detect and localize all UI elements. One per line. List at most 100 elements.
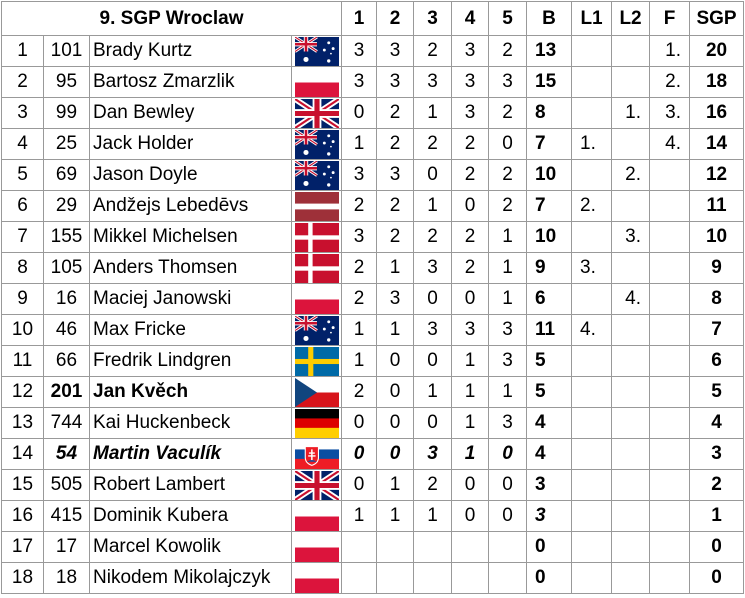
heat-3: 3	[413, 438, 453, 470]
rider-number: 201	[43, 376, 90, 408]
heat-5: 2	[488, 190, 528, 222]
l2	[611, 128, 651, 160]
l2	[611, 376, 651, 408]
bonus: 7	[526, 128, 573, 160]
heat-3: 3	[413, 66, 453, 98]
flag-icon	[294, 284, 339, 314]
heat-1: 3	[341, 66, 378, 98]
heat-4: 2	[451, 128, 490, 160]
flag-cell	[290, 562, 343, 594]
flag-cell	[290, 190, 343, 222]
final: 4.	[649, 128, 691, 160]
rider-row: 15 505 Robert Lambert 0 1 2 0 0 3 2	[1, 469, 745, 501]
sgp-points: 18	[689, 66, 745, 98]
l2	[611, 469, 651, 501]
l1	[571, 221, 613, 253]
bonus: 15	[526, 66, 573, 98]
heat-2: 0	[376, 376, 415, 408]
heat-5: 3	[488, 345, 528, 377]
heat-1: 2	[341, 190, 378, 222]
heat-5: 1	[488, 252, 528, 284]
bonus: 3	[526, 500, 573, 532]
rider-row: 10 46 Max Fricke 1 1 3 3 3 11 4. 7	[1, 314, 745, 346]
heat-4: 2	[451, 252, 490, 284]
final	[649, 376, 691, 408]
rider-name: Martin Vaculík	[89, 438, 292, 470]
final	[649, 314, 691, 346]
heat-1: 1	[341, 128, 378, 160]
heat-4: 2	[451, 159, 490, 191]
flag-cell	[290, 252, 343, 284]
rider-row: 3 99 Dan Bewley 0 2 1 3 2 8 1. 3. 16	[1, 97, 745, 129]
l2	[611, 35, 651, 67]
flag-cell	[290, 66, 343, 98]
heat-3: 2	[413, 221, 453, 253]
heat-1: 2	[341, 283, 378, 315]
l1: 1.	[571, 128, 613, 160]
heat-1: 2	[341, 376, 378, 408]
rank: 16	[1, 500, 44, 532]
bonus: 0	[526, 562, 573, 594]
sgp-points: 10	[689, 221, 745, 253]
bonus: 5	[526, 376, 573, 408]
rider-row: 18 18 Nikodem Mikolajczyk 0 0	[1, 562, 745, 594]
rider-number: 25	[43, 128, 90, 160]
flag-cell	[290, 97, 343, 129]
rider-row: 17 17 Marcel Kowolik 0 0	[1, 531, 745, 563]
l2	[611, 531, 651, 563]
heat-4: 1	[451, 376, 490, 408]
sgp-points: 4	[689, 407, 745, 439]
rider-number: 105	[43, 252, 90, 284]
sgp-points: 1	[689, 500, 745, 532]
heat-2: 3	[376, 35, 415, 67]
rider-row: 12 201 Jan Kvěch 2 0 1 1 1 5 5	[1, 376, 745, 408]
rank: 4	[1, 128, 44, 160]
final	[649, 500, 691, 532]
final	[649, 469, 691, 501]
rider-row: 7 155 Mikkel Michelsen 3 2 2 2 1 10 3. 10	[1, 221, 745, 253]
rider-row: 6 29 Andžejs Lebedēvs 2 2 1 0 2 7 2. 11	[1, 190, 745, 222]
flag-cell	[290, 128, 343, 160]
heat-2: 2	[376, 97, 415, 129]
heat-3: 1	[413, 376, 453, 408]
rider-row: 5 69 Jason Doyle 3 3 0 2 2 10 2. 12	[1, 159, 745, 191]
bonus: 9	[526, 252, 573, 284]
heat-1: 1	[341, 345, 378, 377]
heat-5	[488, 531, 528, 563]
column-header: SGP	[689, 1, 745, 36]
rider-row: 13 744 Kai Huckenbeck 0 0 0 1 3 4 4	[1, 407, 745, 439]
rider-name: Dan Bewley	[89, 97, 292, 129]
rider-name: Maciej Janowski	[89, 283, 292, 315]
heat-5: 2	[488, 35, 528, 67]
rider-name: Marcel Kowolik	[89, 531, 292, 563]
flag-cell	[290, 500, 343, 532]
heat-2: 0	[376, 438, 415, 470]
heat-5: 3	[488, 314, 528, 346]
heat-5: 2	[488, 97, 528, 129]
sgp-points: 5	[689, 376, 745, 408]
sgp-points: 6	[689, 345, 745, 377]
bonus: 3	[526, 469, 573, 501]
heat-3: 2	[413, 469, 453, 501]
bonus: 4	[526, 407, 573, 439]
bonus: 5	[526, 345, 573, 377]
column-header: L1	[571, 1, 613, 36]
sgp-points: 2	[689, 469, 745, 501]
heat-2: 0	[376, 407, 415, 439]
rank: 14	[1, 438, 44, 470]
rank: 11	[1, 345, 44, 377]
heat-5: 2	[488, 159, 528, 191]
rider-name: Anders Thomsen	[89, 252, 292, 284]
heat-2: 2	[376, 128, 415, 160]
flag-icon	[294, 470, 339, 500]
l1	[571, 376, 613, 408]
l2	[611, 66, 651, 98]
heat-2	[376, 562, 415, 594]
heat-4: 1	[451, 345, 490, 377]
bonus: 4	[526, 438, 573, 470]
l1	[571, 438, 613, 470]
rider-name: Nikodem Mikolajczyk	[89, 562, 292, 594]
l2	[611, 252, 651, 284]
final	[649, 531, 691, 563]
